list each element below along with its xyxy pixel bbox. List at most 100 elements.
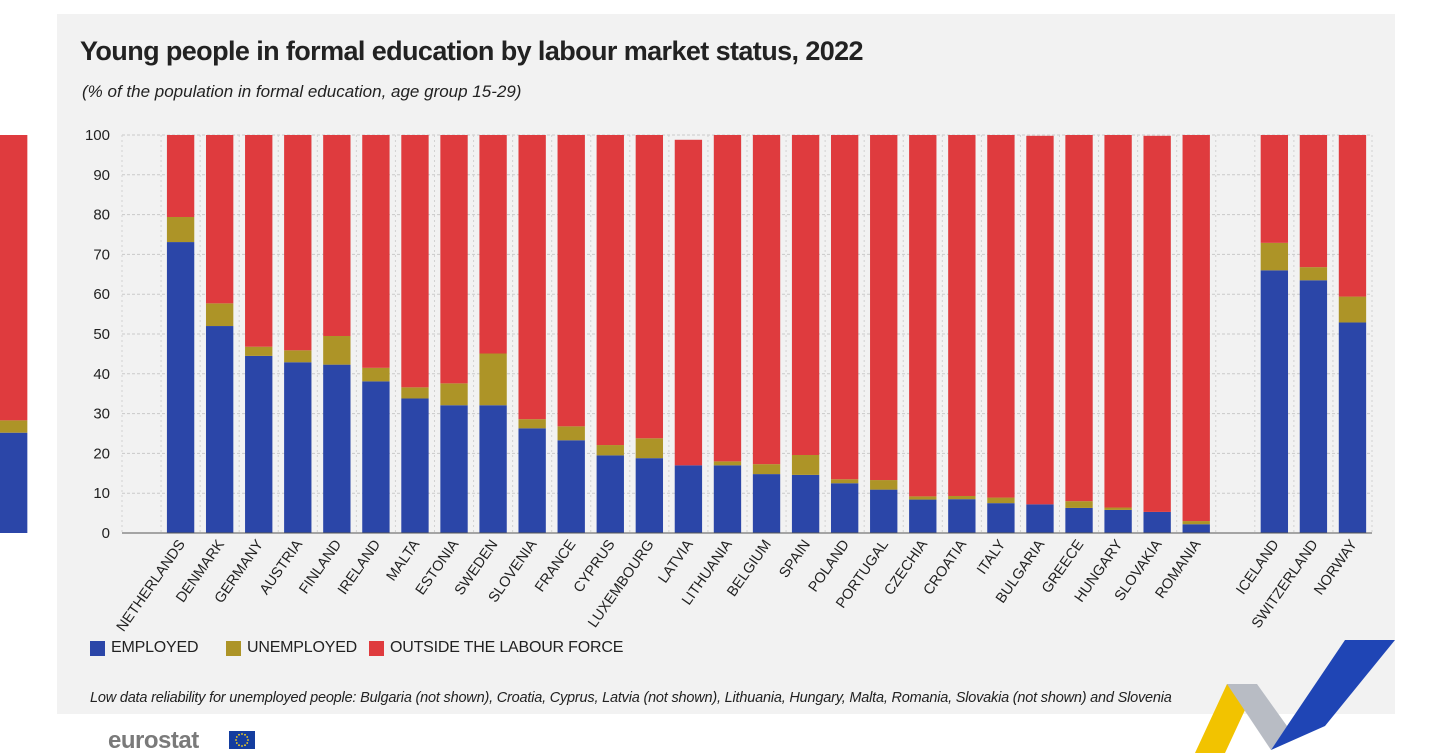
bar-unemployed-spain [791,454,820,475]
bar-outside-croatia [948,135,976,496]
bar-employed-denmark [205,326,234,533]
bar-employed-latvia [674,465,703,533]
bar-unemployed-romania [1182,521,1210,525]
bar-outside-eu [0,135,28,421]
chart-title: Young people in formal education by labo… [80,36,864,66]
bar-outside-poland [830,135,859,480]
y-tick-label-0: 0 [102,525,110,542]
bar-employed-czechia [909,499,937,533]
bar-outside-france [557,135,585,427]
bar-employed-france [557,440,585,533]
corner-chevron-decoration [1195,640,1395,753]
bar-employed-lithuania [713,465,742,533]
y-tick-label-20: 20 [93,445,110,462]
bar-unemployed-lithuania [713,461,742,466]
bar-outside-belgium [752,135,781,465]
bar-outside-norway [1338,135,1367,297]
bar-employed-norway [1338,322,1367,533]
bar-employed-belgium [752,474,781,533]
bar-unemployed-cyprus [596,445,624,456]
bar-employed-iceland [1260,270,1289,533]
legend-item-outside: OUTSIDE THE LABOUR FORCE [369,639,623,657]
bar-unemployed-eu [0,420,28,433]
bar-unemployed-switzerland [1299,267,1328,281]
bar-employed-slovenia [518,428,546,533]
bar-employed-estonia [440,405,468,533]
bar-outside-iceland [1260,135,1289,243]
legend-label-outside: OUTSIDE THE LABOUR FORCE [390,639,624,656]
legend-label-unemployed: UNEMPLOYED [247,639,358,656]
stacked-bar-chart: 0102030405060708090100EUNETHERLANDSDENMA… [0,127,1373,635]
eu-flag-icon [229,731,255,749]
x-tick-label-latvia: LATVIA [656,537,697,586]
bar-employed-spain [791,474,820,533]
grey-chevron-shape [1227,684,1287,750]
bar-outside-romania [1182,135,1210,522]
legend-swatch-employed [90,640,105,656]
bar-unemployed-sweden [479,353,507,406]
bar-employed-sweden [479,405,507,533]
bar-employed-romania [1182,524,1210,533]
bar-outside-denmark [205,135,234,304]
x-tick-label-spain: SPAIN [776,537,813,581]
legend-swatch-unemployed [226,640,241,656]
bar-outside-netherlands [166,135,195,217]
bar-outside-finland [323,135,351,336]
y-tick-label-50: 50 [93,326,110,343]
bar-unemployed-czechia [909,496,937,500]
bar-outside-czechia [909,135,937,497]
y-tick-label-70: 70 [93,246,110,263]
bar-employed-ireland [362,381,390,533]
legend-item-employed: EMPLOYED [90,639,199,657]
bar-unemployed-belgium [752,464,781,475]
bar-outside-austria [284,135,312,351]
bar-outside-portugal [870,135,898,481]
bar-unemployed-estonia [440,383,468,406]
bar-employed-eu [0,432,28,533]
y-tick-label-40: 40 [93,366,110,383]
bar-outside-lithuania [713,135,742,462]
bar-employed-hungary [1104,509,1132,533]
bar-outside-malta [401,135,429,388]
bar-unemployed-germany [245,346,273,356]
bar-outside-cyprus [596,135,624,446]
bar-unemployed-poland [830,479,859,484]
y-tick-label-10: 10 [93,485,110,502]
bar-unemployed-netherlands [166,216,195,243]
bar-outside-sweden [479,135,507,354]
bar-unemployed-croatia [948,495,976,500]
bar-employed-malta [401,398,429,533]
bar-unemployed-italy [987,497,1015,504]
y-tick-label-90: 90 [93,167,110,184]
bar-unemployed-luxembourg [635,438,664,459]
bar-unemployed-iceland [1260,242,1289,271]
bar-employed-cyprus [596,455,624,533]
bar-employed-portugal [870,489,898,533]
blue-chevron-shape [1271,640,1395,750]
y-tick-label-80: 80 [93,207,110,224]
legend-label-employed: EMPLOYED [111,639,199,656]
bar-unemployed-portugal [870,480,898,490]
bar-outside-hungary [1104,135,1132,508]
y-tick-label-30: 30 [93,406,110,423]
bar-employed-slovakia [1143,511,1171,533]
x-tick-label-italy: ITALY [974,537,1009,578]
x-tick-label-netherlands: NETHERLANDS [114,537,189,635]
bar-employed-germany [245,355,273,533]
bar-unemployed-malta [401,387,429,399]
y-tick-label-60: 60 [93,286,110,303]
eurostat-logo: eurostat [108,727,199,754]
y-tick-label-100: 100 [85,127,110,144]
bar-outside-greece [1065,135,1093,502]
bar-outside-bulgaria [1026,135,1054,505]
bar-unemployed-hungary [1104,507,1132,510]
bar-employed-austria [284,362,312,533]
bar-outside-germany [245,135,273,347]
bar-employed-greece [1065,507,1093,533]
bar-unemployed-austria [284,350,312,363]
bar-outside-luxembourg [635,135,664,439]
bar-outside-ireland [362,135,390,368]
bar-unemployed-norway [1338,296,1367,323]
bar-employed-finland [323,364,351,533]
legend-swatch-outside [369,640,384,656]
